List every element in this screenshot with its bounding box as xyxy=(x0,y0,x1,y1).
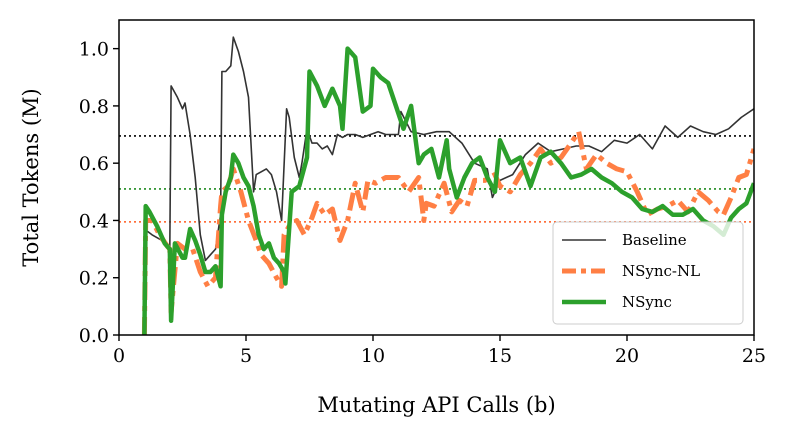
plot-area-frame xyxy=(118,19,755,336)
legend-label-nsync: NSync xyxy=(622,293,672,311)
x-axis-label: Mutating API Calls (b) xyxy=(317,393,555,417)
x-tick-label: 25 xyxy=(742,345,766,367)
x-tick-label: 5 xyxy=(240,345,252,367)
legend-label-baseline: Baseline xyxy=(622,231,687,249)
x-axis-ticks: 0 5 10 15 20 25 xyxy=(113,335,766,367)
y-axis-ticks: 0.0 0.2 0.4 0.6 0.8 1.0 xyxy=(79,39,119,347)
y-tick-label: 0.6 xyxy=(79,153,109,175)
y-tick-label: 0.0 xyxy=(79,325,109,347)
legend-label-nsync-nl: NSync-NL xyxy=(622,262,700,280)
x-tick-label: 15 xyxy=(488,345,512,367)
series-lines-group xyxy=(141,36,754,335)
y-axis-label: Total Tokens (M) xyxy=(19,88,43,266)
x-tick-label: 10 xyxy=(361,345,385,367)
x-tick-label: 20 xyxy=(615,345,639,367)
series-line-nsync-nl xyxy=(141,129,754,335)
x-tick-label: 0 xyxy=(113,345,125,367)
y-tick-label: 0.8 xyxy=(79,96,109,118)
y-tick-label: 1.0 xyxy=(79,39,109,61)
y-tick-label: 0.2 xyxy=(79,268,109,290)
y-tick-label: 0.4 xyxy=(79,210,109,232)
legend: Baseline NSync-NL NSync xyxy=(552,221,744,325)
legend-box xyxy=(552,221,744,325)
series-line-nsync xyxy=(142,46,754,335)
